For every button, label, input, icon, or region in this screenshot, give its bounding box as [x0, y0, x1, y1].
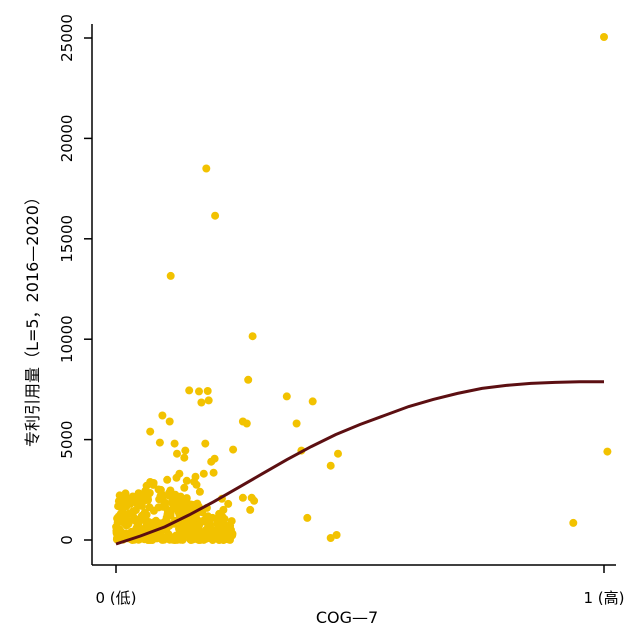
data-point: [292, 419, 301, 428]
cluster-point: [225, 523, 234, 532]
data-point: [173, 449, 181, 458]
cluster-point: [162, 513, 171, 522]
data-point: [158, 411, 167, 420]
data-point: [197, 398, 206, 407]
data-point: [308, 397, 317, 406]
points-layer: [112, 33, 612, 544]
cluster-point: [210, 526, 219, 535]
data-point: [204, 396, 213, 405]
cluster-point: [195, 520, 204, 529]
data-point: [155, 438, 164, 447]
data-point: [146, 427, 155, 436]
y-tick-label: 15000: [58, 215, 76, 263]
data-point: [195, 487, 204, 496]
data-point: [248, 332, 257, 341]
data-point: [334, 449, 342, 458]
y-axis-title: 专利引用量（L=5，2016—2020）: [23, 189, 42, 447]
y-tick-label: 0: [58, 535, 76, 545]
cluster-point: [142, 510, 151, 519]
data-point: [181, 446, 190, 455]
data-point: [209, 468, 218, 477]
cluster-point: [116, 527, 125, 536]
cluster-point: [208, 534, 217, 543]
data-point: [282, 392, 291, 401]
y-tick-label: 5000: [58, 421, 76, 459]
cluster-point: [128, 507, 137, 516]
y-tick-label: 25000: [58, 14, 76, 62]
data-point: [203, 387, 212, 395]
cluster-point: [187, 515, 196, 524]
data-point: [211, 211, 220, 220]
cluster-point: [149, 521, 158, 530]
fit-line: [115, 380, 604, 546]
cluster-point: [121, 489, 130, 498]
data-point: [250, 496, 259, 505]
data-point: [224, 499, 233, 508]
x-axis-title: COG—7: [316, 608, 378, 627]
data-point: [244, 375, 253, 384]
data-point: [326, 534, 335, 542]
data-point: [600, 33, 608, 41]
cluster-point: [140, 492, 149, 501]
data-point: [326, 461, 335, 470]
data-point: [199, 469, 208, 478]
cluster-point: [178, 496, 187, 505]
cluster-point: [118, 507, 127, 516]
data-point: [207, 457, 216, 466]
cluster-point: [128, 528, 137, 537]
cluster-point: [142, 518, 151, 527]
cluster-point: [167, 498, 176, 507]
cluster-point: [122, 502, 131, 511]
data-point: [246, 505, 255, 514]
cluster-point: [213, 519, 222, 528]
cluster-point: [188, 531, 197, 540]
cluster-point: [153, 532, 162, 541]
cluster-point: [204, 512, 212, 521]
data-point: [195, 387, 203, 396]
y-ticks: 0 5000 10000 15000 20000 25000: [58, 14, 92, 545]
data-point: [192, 480, 201, 489]
data-point: [182, 476, 191, 485]
data-point: [202, 164, 211, 173]
data-point: [175, 469, 184, 478]
x-tick-label: 1 (高): [583, 589, 624, 607]
x-tick-label: 0 (低): [95, 589, 136, 607]
cluster-point: [203, 528, 212, 537]
data-point: [166, 271, 175, 280]
data-point: [303, 513, 312, 522]
data-point: [180, 453, 189, 462]
data-point: [229, 445, 238, 454]
data-point: [185, 386, 194, 395]
cluster-point: [112, 535, 121, 544]
cluster-point: [227, 517, 236, 526]
x-ticks: 0 (低) 1 (高): [95, 565, 625, 607]
data-point: [569, 518, 578, 527]
cluster-point: [138, 498, 146, 507]
data-point: [165, 417, 174, 426]
cluster-point: [215, 535, 224, 544]
y-tick-label: 10000: [58, 315, 76, 363]
data-point: [332, 531, 341, 539]
cluster-point: [158, 502, 167, 511]
cluster-point: [158, 490, 167, 499]
cluster-point: [170, 534, 179, 543]
cluster-point: [222, 534, 230, 542]
data-point: [180, 483, 189, 492]
cluster-point: [146, 478, 155, 486]
data-point: [170, 439, 179, 448]
cluster-point: [195, 536, 203, 544]
cluster-point: [174, 508, 183, 517]
cluster-point: [178, 522, 187, 530]
data-point: [242, 419, 251, 428]
data-point: [201, 439, 210, 448]
data-point: [163, 475, 172, 484]
cluster-point: [163, 531, 172, 540]
data-point: [603, 447, 612, 456]
data-point: [238, 493, 247, 502]
cluster-point: [119, 516, 128, 525]
y-tick-label: 20000: [58, 115, 76, 163]
